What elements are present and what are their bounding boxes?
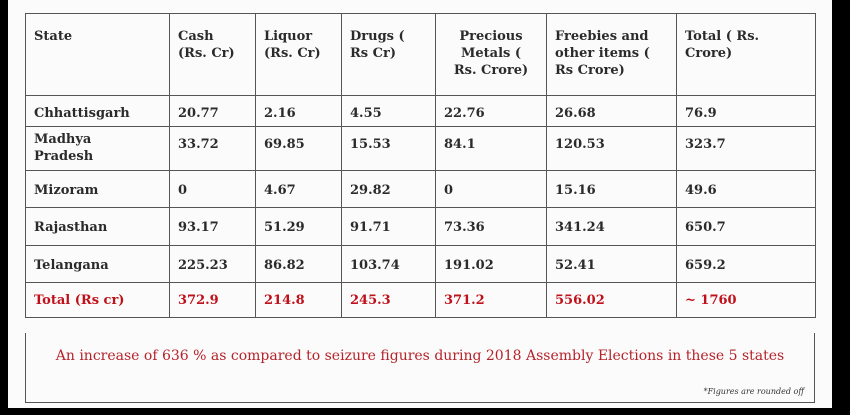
freebies-cell: 26.68 bbox=[546, 95, 677, 127]
header-precious-metals: Precious Metals ( Rs. Crore) bbox=[435, 13, 547, 96]
precious-metals-cell: 22.76 bbox=[435, 95, 547, 127]
drugs-cell: 91.71 bbox=[341, 207, 436, 246]
drugs-cell: 4.55 bbox=[341, 95, 436, 127]
cash-cell: 225.23 bbox=[169, 245, 256, 283]
total-cell: 650.7 bbox=[676, 207, 816, 246]
cash-cell: 93.17 bbox=[169, 207, 256, 246]
header-liquor: Liquor (Rs. Cr) bbox=[255, 13, 342, 96]
liquor-cell: 86.82 bbox=[255, 245, 342, 283]
total-cell: 323.7 bbox=[676, 126, 816, 171]
total-cash-cell: 372.9 bbox=[169, 282, 256, 318]
state-cell: Mizoram bbox=[25, 170, 170, 208]
table-total-row: Total (Rs cr) 372.9 214.8 245.3 371.2 55… bbox=[25, 282, 816, 318]
state-cell: Madhya Pradesh bbox=[25, 126, 170, 171]
total-cell: 659.2 bbox=[676, 245, 816, 283]
seizure-table: State Cash (Rs. Cr) Liquor (Rs. Cr) Drug… bbox=[25, 13, 816, 318]
note-frame bbox=[25, 333, 815, 403]
liquor-cell: 51.29 bbox=[255, 207, 342, 246]
total-label-cell: Total (Rs cr) bbox=[25, 282, 170, 318]
state-cell: Rajasthan bbox=[25, 207, 170, 246]
precious-metals-cell: 84.1 bbox=[435, 126, 547, 171]
freebies-cell: 341.24 bbox=[546, 207, 677, 246]
total-precious-metals-cell: 371.2 bbox=[435, 282, 547, 318]
total-drugs-cell: 245.3 bbox=[341, 282, 436, 318]
precious-metals-cell: 73.36 bbox=[435, 207, 547, 246]
liquor-cell: 2.16 bbox=[255, 95, 342, 127]
liquor-cell: 69.85 bbox=[255, 126, 342, 171]
freebies-cell: 120.53 bbox=[546, 126, 677, 171]
state-cell: Telangana bbox=[25, 245, 170, 283]
table-row: Mizoram 0 4.67 29.82 0 15.16 49.6 bbox=[25, 170, 816, 208]
precious-metals-cell: 0 bbox=[435, 170, 547, 208]
header-total: Total ( Rs. Crore) bbox=[676, 13, 816, 96]
precious-metals-cell: 191.02 bbox=[435, 245, 547, 283]
liquor-cell: 4.67 bbox=[255, 170, 342, 208]
total-freebies-cell: 556.02 bbox=[546, 282, 677, 318]
header-cash: Cash (Rs. Cr) bbox=[169, 13, 256, 96]
header-drugs: Drugs ( Rs Cr) bbox=[341, 13, 436, 96]
grand-total-cell: ~ 1760 bbox=[676, 282, 816, 318]
table-row: Rajasthan 93.17 51.29 91.71 73.36 341.24… bbox=[25, 207, 816, 246]
freebies-cell: 15.16 bbox=[546, 170, 677, 208]
drugs-cell: 15.53 bbox=[341, 126, 436, 171]
cash-cell: 33.72 bbox=[169, 126, 256, 171]
total-cell: 76.9 bbox=[676, 95, 816, 127]
table-row: Telangana 225.23 86.82 103.74 191.02 52.… bbox=[25, 245, 816, 283]
increase-note: An increase of 636 % as compared to seiz… bbox=[55, 348, 785, 364]
table-row: Madhya Pradesh 33.72 69.85 15.53 84.1 12… bbox=[25, 126, 816, 171]
cash-cell: 20.77 bbox=[169, 95, 256, 127]
header-freebies: Freebies and other items ( Rs Crore) bbox=[546, 13, 677, 96]
cash-cell: 0 bbox=[169, 170, 256, 208]
rounding-footnote: *Figures are rounded off bbox=[703, 387, 804, 396]
table-header-row: State Cash (Rs. Cr) Liquor (Rs. Cr) Drug… bbox=[25, 13, 816, 96]
seizure-card: State Cash (Rs. Cr) Liquor (Rs. Cr) Drug… bbox=[8, 0, 832, 408]
drugs-cell: 103.74 bbox=[341, 245, 436, 283]
drugs-cell: 29.82 bbox=[341, 170, 436, 208]
table-row: Chhattisgarh 20.77 2.16 4.55 22.76 26.68… bbox=[25, 95, 816, 127]
header-state: State bbox=[25, 13, 170, 96]
state-cell: Chhattisgarh bbox=[25, 95, 170, 127]
freebies-cell: 52.41 bbox=[546, 245, 677, 283]
total-liquor-cell: 214.8 bbox=[255, 282, 342, 318]
total-cell: 49.6 bbox=[676, 170, 816, 208]
